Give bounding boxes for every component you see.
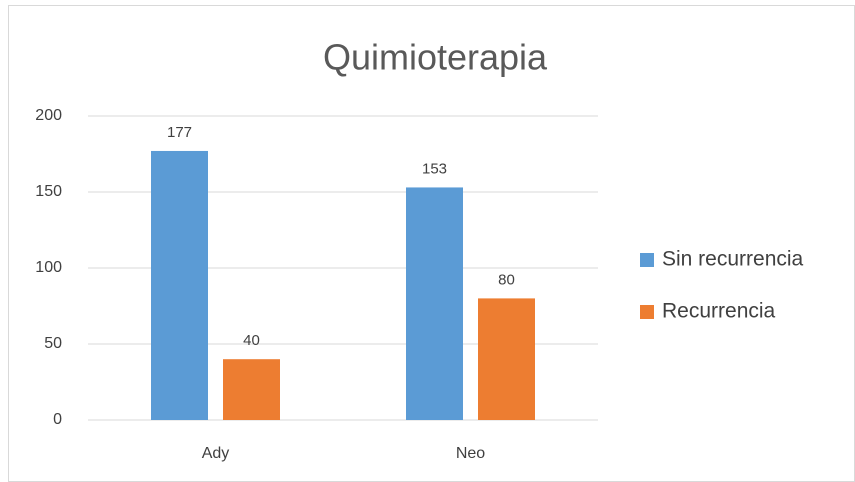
bar [223, 359, 280, 420]
data-label: 177 [167, 124, 192, 141]
data-label: 153 [422, 160, 447, 177]
y-tick-label: 150 [35, 183, 62, 200]
bar [478, 298, 535, 420]
y-tick-label: 50 [44, 335, 62, 352]
legend-swatch [640, 253, 654, 267]
data-label: 40 [243, 332, 260, 349]
y-tick-label: 100 [35, 259, 62, 276]
x-tick-label: Ady [202, 445, 230, 462]
chart-title: Quimioterapia [323, 37, 548, 78]
bar [151, 150, 208, 420]
data-label: 80 [498, 271, 515, 288]
legend-label: Sin recurrencia [662, 248, 804, 271]
legend-swatch [640, 305, 654, 319]
y-tick-label: 200 [35, 107, 62, 124]
legend-label: Recurrencia [662, 300, 776, 323]
bar [406, 187, 463, 420]
y-tick-label: 0 [53, 411, 62, 428]
x-tick-label: Neo [456, 445, 485, 462]
